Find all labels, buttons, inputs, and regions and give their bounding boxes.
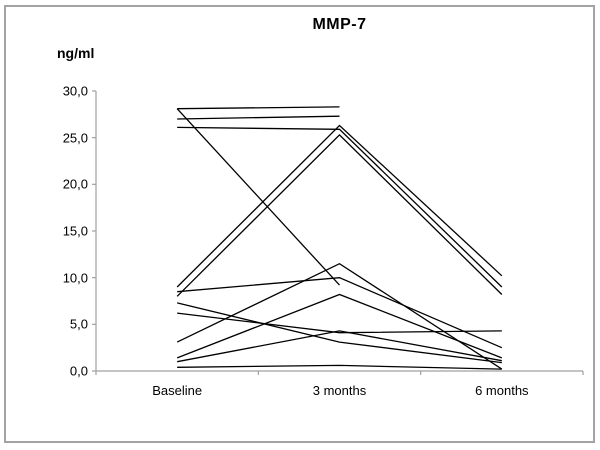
- y-tick-label: 5,0: [69, 316, 88, 332]
- y-tick-label: 10,0: [62, 270, 88, 286]
- series-line-subject-13: [177, 364, 502, 370]
- series-line-subject-7: [177, 277, 503, 349]
- series-line-subject-8: [176, 262, 503, 370]
- y-tick-label: 0,0: [69, 363, 88, 379]
- x-tick-label: Baseline: [152, 383, 203, 398]
- series-line-subject-1: [177, 106, 340, 110]
- y-tick-label: 30,0: [62, 83, 88, 99]
- series-line-subject-6: [176, 108, 340, 286]
- series-line-subject-11: [177, 312, 502, 334]
- y-tick-label: 20,0: [62, 176, 88, 192]
- series-line-subject-4: [176, 124, 503, 288]
- x-tick-label: 6 months: [475, 383, 529, 398]
- y-tick-label: 15,0: [62, 223, 88, 239]
- chart-title: MMP-7: [312, 16, 367, 33]
- y-tick-label: 25,0: [62, 130, 88, 146]
- series-line-subject-5: [176, 133, 503, 297]
- image-border-frame: [4, 5, 595, 443]
- series-line-subject-2: [177, 115, 340, 120]
- series-line-subject-9: [176, 293, 503, 359]
- x-tick-label: 3 months: [312, 383, 367, 398]
- series-line-subject-12: [177, 330, 502, 363]
- series-line-subject-3: [177, 126, 503, 288]
- series-line-subject-10: [177, 302, 502, 364]
- y-axis-unit-label: ng/ml: [57, 45, 95, 61]
